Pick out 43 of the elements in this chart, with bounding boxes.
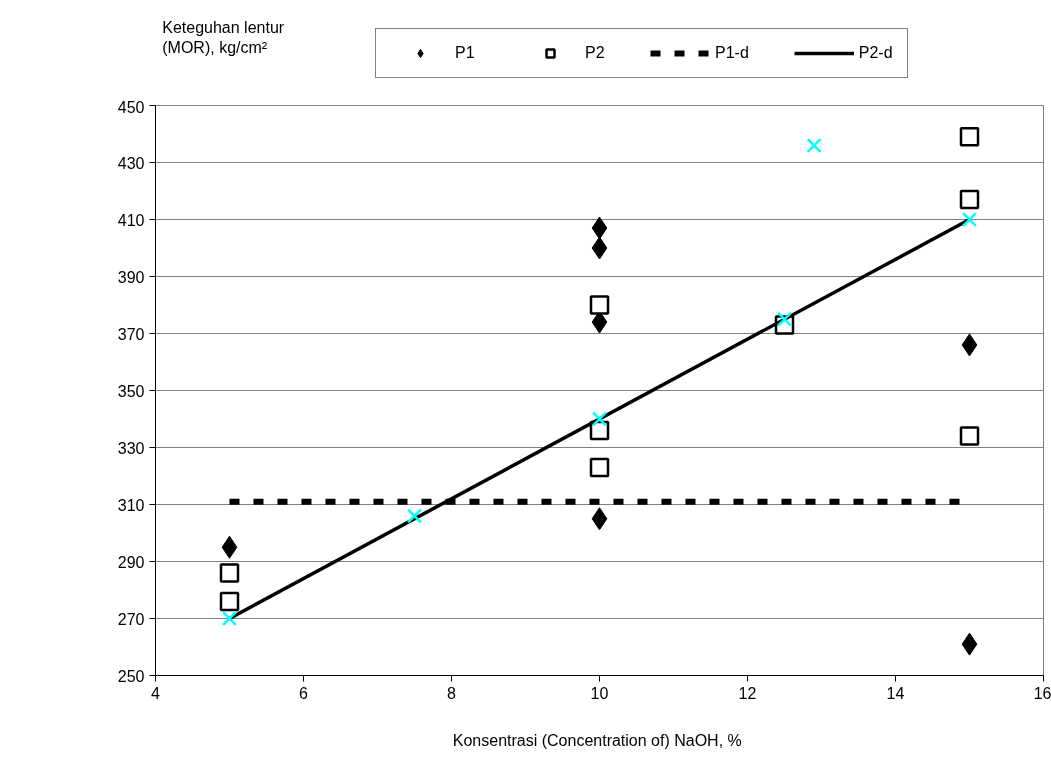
x-tick-label: 16 [1033,684,1051,702]
point [591,411,608,427]
y-tick-label: 250 [117,667,145,685]
x-axis-title: Konsentrasi (Concentration of) NaOH, % [452,731,742,749]
point [219,591,240,612]
x-tick-label: 10 [590,684,609,702]
x-tick-label: 8 [447,684,457,702]
point [219,563,240,583]
point [591,236,608,260]
x-tick-label: 4 [151,684,161,702]
y-tick-label: 270 [117,610,145,628]
point [591,507,608,531]
point [589,295,610,315]
legend-label: P1-d [715,44,749,62]
point [959,127,980,147]
x-tick-label: 12 [738,684,757,702]
point [961,211,978,228]
point [959,189,980,210]
point [776,311,793,327]
point [959,426,980,446]
legend-label: P1 [455,44,475,62]
y-tick-label: 330 [117,439,145,457]
y-axis-title: Keteguhan lentur (MOR), kg/cm² [162,18,285,56]
point [221,610,238,627]
point [221,535,238,559]
point [961,632,978,656]
y-tick-label: 350 [117,382,145,400]
point [961,333,978,357]
x-tick-label: 14 [886,684,905,702]
y-tick-label: 410 [117,211,145,229]
y-tick-label: 370 [117,325,145,343]
y-tick-label: 310 [117,496,145,514]
point [589,457,610,478]
point [806,137,822,154]
y-tick-label: 290 [117,553,145,571]
y-tick-label: 390 [117,268,145,286]
legend-label: P2 [585,44,605,62]
y-tick-label: 430 [117,154,145,172]
point [591,216,608,240]
x-tick-label: 6 [299,684,309,702]
legend-label: P2-d [858,44,893,62]
point [406,508,423,524]
y-tick-label: 450 [117,98,145,116]
